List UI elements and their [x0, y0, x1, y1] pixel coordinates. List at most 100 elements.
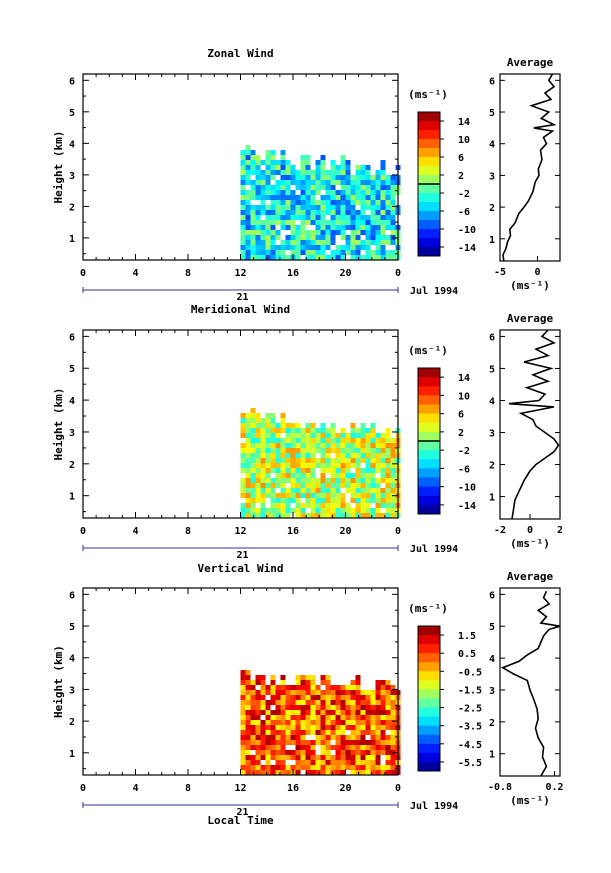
meridional-cell — [240, 468, 246, 473]
zonal-cell — [325, 195, 331, 200]
meridional-colorbar-swatch — [418, 477, 440, 487]
meridional-cell — [345, 453, 351, 458]
meridional-cell — [385, 508, 391, 513]
meridional-cell — [300, 428, 306, 433]
vertical-cell — [375, 750, 381, 755]
vertical-cell — [285, 705, 291, 710]
zonal-cell — [330, 200, 336, 205]
vertical-cell — [370, 765, 376, 770]
meridional-cell — [360, 443, 366, 448]
zonal-cell — [335, 210, 341, 215]
vertical-cell — [290, 720, 296, 725]
meridional-cell — [310, 423, 316, 428]
zonal-cell — [330, 205, 336, 210]
zonal-cell — [365, 175, 371, 180]
vertical-cell — [245, 760, 251, 765]
vertical-cell — [325, 725, 331, 730]
vertical-cell — [325, 730, 331, 735]
vertical-cell — [250, 695, 256, 700]
meridional-cell — [295, 498, 301, 503]
zonal-cell — [295, 200, 301, 205]
vertical-cell — [335, 725, 341, 730]
vertical-cell — [285, 770, 291, 775]
zonal-cell — [365, 220, 371, 225]
vertical-cell — [335, 720, 341, 725]
zonal-cell — [280, 215, 286, 220]
meridional-cell — [350, 483, 356, 488]
zonal-cell — [325, 230, 331, 235]
zonal-cell — [245, 225, 251, 230]
vertical-ytick-label: 5 — [69, 622, 75, 633]
meridional-cell — [260, 428, 266, 433]
vertical-cell — [370, 700, 376, 705]
meridional-cell — [355, 428, 361, 433]
vertical-average-ytick-label: 1 — [489, 750, 495, 761]
zonal-cell — [275, 210, 281, 215]
vertical-cell — [280, 700, 286, 705]
vertical-cell — [280, 770, 286, 775]
zonal-cell — [280, 240, 286, 245]
vertical-cell — [325, 690, 331, 695]
vertical-colorbar-swatch — [418, 671, 440, 681]
vertical-cell — [385, 750, 391, 755]
meridional-cell — [255, 428, 261, 433]
meridional-cell — [370, 513, 376, 518]
zonal-cell — [315, 220, 321, 225]
vertical-cell — [365, 695, 371, 700]
zonal-cell — [245, 145, 251, 150]
meridional-xtick-label: 0 — [80, 526, 86, 537]
vertical-cell — [305, 755, 311, 760]
vertical-cell — [325, 695, 331, 700]
vertical-cell — [340, 695, 346, 700]
zonal-cell — [285, 245, 291, 250]
meridional-cell — [325, 468, 331, 473]
meridional-cell — [300, 503, 306, 508]
zonal-cell — [270, 250, 276, 255]
meridional-cell — [255, 413, 261, 418]
zonal-cell — [345, 240, 351, 245]
meridional-cell — [385, 488, 391, 493]
vertical-cell — [265, 720, 271, 725]
zonal-cell — [255, 155, 261, 160]
vertical-cell — [350, 690, 356, 695]
zonal-cell — [315, 240, 321, 245]
zonal-cell — [280, 250, 286, 255]
meridional-average-ytick-label: 5 — [489, 364, 495, 375]
zonal-colorbar-swatch — [418, 148, 440, 158]
vertical-cell — [285, 710, 291, 715]
meridional-cell — [365, 438, 371, 443]
vertical-cell — [325, 755, 331, 760]
zonal-cell — [370, 230, 376, 235]
meridional-cell — [345, 508, 351, 513]
zonal-cell — [335, 215, 341, 220]
zonal-cell — [320, 245, 326, 250]
zonal-cell — [340, 245, 346, 250]
zonal-cell — [265, 230, 271, 235]
zonal-cell — [300, 245, 306, 250]
meridional-cell — [265, 413, 271, 418]
zonal-xtick-label: 4 — [132, 268, 138, 279]
zonal-cell — [280, 195, 286, 200]
meridional-cell — [250, 428, 256, 433]
zonal-cell — [280, 175, 286, 180]
zonal-cell — [365, 200, 371, 205]
vertical-cell — [280, 735, 286, 740]
zonal-cell — [280, 160, 286, 165]
zonal-cell — [240, 230, 246, 235]
zonal-cell — [360, 225, 366, 230]
vertical-cell — [245, 750, 251, 755]
vertical-cell — [310, 770, 316, 775]
zonal-cell — [375, 180, 381, 185]
meridional-cell — [280, 468, 286, 473]
zonal-cell — [345, 165, 351, 170]
meridional-cell — [315, 498, 321, 503]
zonal-cell — [240, 245, 246, 250]
meridional-cell — [295, 503, 301, 508]
meridional-cell — [255, 483, 261, 488]
meridional-cell — [390, 498, 396, 503]
meridional-cell — [325, 433, 331, 438]
vertical-cell — [325, 715, 331, 720]
zonal-cell — [355, 200, 361, 205]
meridional-date-label: Jul 1994 — [410, 544, 458, 555]
meridional-cell — [255, 493, 261, 498]
